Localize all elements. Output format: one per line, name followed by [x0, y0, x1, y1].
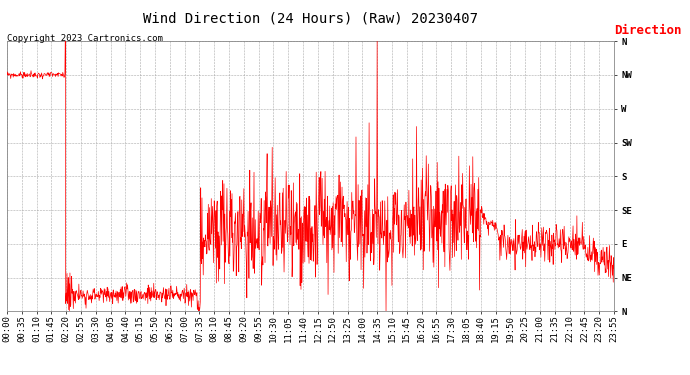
- Text: Copyright 2023 Cartronics.com: Copyright 2023 Cartronics.com: [7, 34, 163, 43]
- Text: Direction: Direction: [614, 24, 682, 38]
- Text: Wind Direction (24 Hours) (Raw) 20230407: Wind Direction (24 Hours) (Raw) 20230407: [143, 11, 478, 25]
